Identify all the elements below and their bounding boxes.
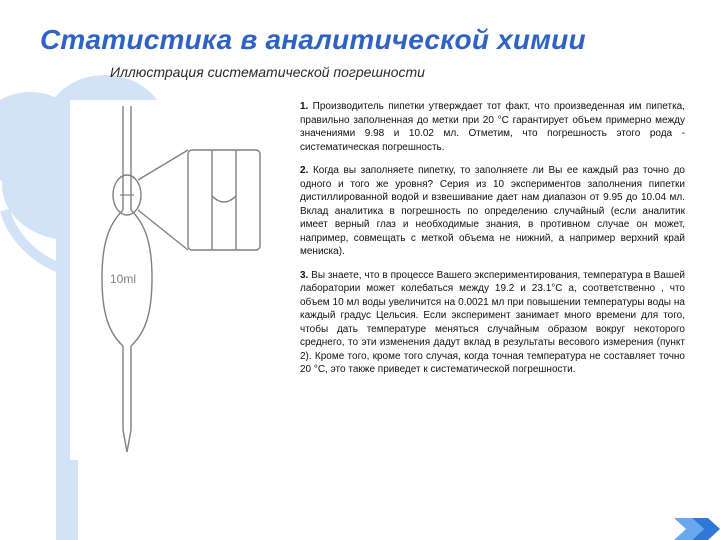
page-subtitle: Иллюстрация систематической погрешности	[110, 64, 425, 80]
paragraph-1: 1. Производитель пипетки утверждает тот …	[300, 100, 685, 154]
paragraph-3-body: Вы знаете, что в процессе Вашего экспери…	[300, 270, 685, 376]
pipette-diagram: 10ml	[70, 100, 280, 460]
paragraph-1-body: Производитель пипетки утверждает тот фак…	[300, 101, 685, 153]
page-title: Статистика в аналитической химии	[40, 24, 586, 56]
pipette-volume-label: 10ml	[110, 272, 136, 286]
paragraph-2-body: Когда вы заполняете пипетку, то заполняе…	[300, 165, 685, 257]
body-text-column: 1. Производитель пипетки утверждает тот …	[300, 100, 685, 387]
footer-accent-icon	[674, 518, 720, 540]
paragraph-2: 2. Когда вы заполняете пипетку, то запол…	[300, 164, 685, 259]
paragraph-3: 3. Вы знаете, что в процессе Вашего эксп…	[300, 269, 685, 377]
